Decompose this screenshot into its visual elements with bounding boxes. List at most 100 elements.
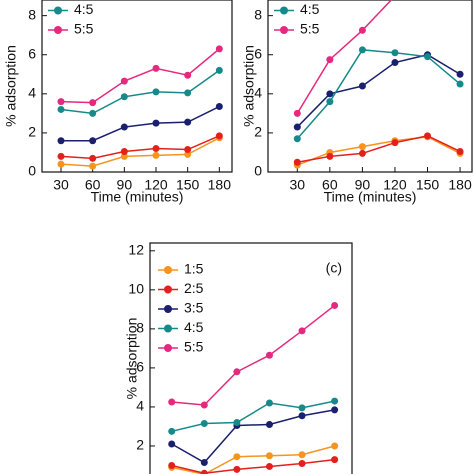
x-axis-label: Time (minutes) — [324, 189, 417, 205]
y-tick-label: 2 — [254, 124, 262, 140]
panel-label: (c) — [326, 260, 342, 276]
data-point — [89, 154, 97, 162]
data-point — [424, 132, 432, 140]
series-line — [171, 400, 335, 433]
chart-panel: 0 2 4 6 8 30 60 90 120 150 180 % adsorption Time (mi… — [241, 0, 473, 205]
data-point — [265, 399, 273, 407]
data-point — [168, 461, 176, 469]
x-tick-label: 30 — [290, 177, 306, 193]
data-point — [331, 406, 339, 414]
data-point — [391, 139, 399, 147]
x-tick-label: 30 — [53, 177, 69, 193]
series-layer — [168, 301, 339, 474]
x-tick-label: 180 — [208, 177, 232, 193]
data-point — [120, 152, 128, 160]
x-tick-label: 120 — [383, 177, 407, 193]
series-line — [171, 304, 336, 406]
y-tick-label: 4 — [136, 398, 144, 414]
x-tick-label: 90 — [117, 177, 133, 193]
data-point — [57, 98, 65, 106]
data-point — [265, 421, 273, 428]
data-point — [298, 460, 306, 468]
data-point — [152, 151, 160, 159]
data-point — [152, 88, 160, 96]
series-line — [171, 445, 335, 474]
series-layer — [57, 45, 223, 170]
data-point — [184, 89, 192, 97]
legend-marker — [164, 344, 172, 352]
data-point — [331, 301, 339, 309]
legend-marker — [54, 6, 62, 15]
x-tick-label: 120 — [144, 177, 168, 193]
data-point — [215, 103, 223, 111]
data-point — [184, 71, 192, 79]
data-point — [326, 90, 334, 98]
plot-frame — [149, 242, 353, 474]
data-point — [233, 465, 241, 473]
data-point — [326, 56, 334, 64]
x-tick-label: 150 — [416, 177, 440, 193]
data-point — [168, 398, 176, 406]
data-point — [326, 98, 334, 106]
chart-panel: 2 4 6 8 10 12 % adsorption (c) 1:5 2:5 3:5 4:5 5:5 — [124, 242, 353, 474]
data-point — [57, 152, 65, 160]
y-tick-label: 2 — [136, 437, 144, 453]
legend-label: 4:5 — [300, 1, 320, 17]
data-point — [298, 451, 306, 459]
data-point — [120, 147, 128, 155]
data-point — [326, 152, 334, 160]
y-tick-label: 0 — [28, 163, 36, 179]
data-point — [215, 132, 223, 140]
data-point — [152, 64, 160, 72]
data-point — [358, 143, 366, 151]
data-point — [184, 150, 192, 158]
data-point — [358, 82, 366, 90]
data-point — [184, 118, 192, 126]
x-tick-label: 60 — [322, 177, 338, 193]
series-line — [297, 136, 461, 166]
series-line — [60, 69, 220, 115]
legend-label: 2:5 — [184, 280, 204, 296]
data-point — [200, 459, 208, 467]
legend-label: 3:5 — [184, 300, 204, 316]
data-point — [184, 146, 192, 154]
legend-label: 5:5 — [74, 21, 94, 37]
data-point — [358, 26, 366, 34]
data-point — [168, 427, 176, 435]
y-tick-label: 12 — [128, 242, 144, 258]
data-point — [265, 351, 273, 359]
series-line — [60, 48, 220, 104]
data-point — [233, 453, 241, 461]
legend-marker — [164, 324, 172, 333]
data-point — [456, 70, 464, 78]
legend-label: 4:5 — [74, 1, 94, 17]
legend-label: 5:5 — [300, 21, 320, 37]
data-point — [456, 147, 464, 155]
data-point — [57, 105, 65, 113]
data-point — [215, 45, 223, 53]
data-point — [358, 46, 366, 54]
legend-marker — [54, 26, 62, 34]
x-tick-label: 90 — [355, 177, 371, 193]
series-line — [171, 409, 335, 464]
data-point — [57, 160, 65, 168]
series-line — [60, 137, 220, 167]
x-axis-label: Time (minutes) — [91, 189, 184, 205]
y-tick-label: 10 — [128, 281, 144, 297]
data-point — [57, 137, 65, 145]
data-point — [331, 456, 339, 464]
series-line — [296, 49, 461, 140]
data-point — [152, 119, 160, 127]
data-point — [298, 327, 306, 335]
data-point — [456, 80, 464, 88]
y-tick-label: 0 — [254, 163, 262, 179]
legend-label: 1:5 — [184, 261, 204, 277]
legend-marker — [164, 266, 172, 274]
data-point — [89, 137, 97, 145]
y-tick-label: 6 — [254, 45, 262, 61]
data-point — [265, 462, 273, 470]
data-point — [120, 93, 128, 101]
data-point — [215, 66, 223, 74]
y-axis-label: % adsorption — [241, 45, 257, 127]
